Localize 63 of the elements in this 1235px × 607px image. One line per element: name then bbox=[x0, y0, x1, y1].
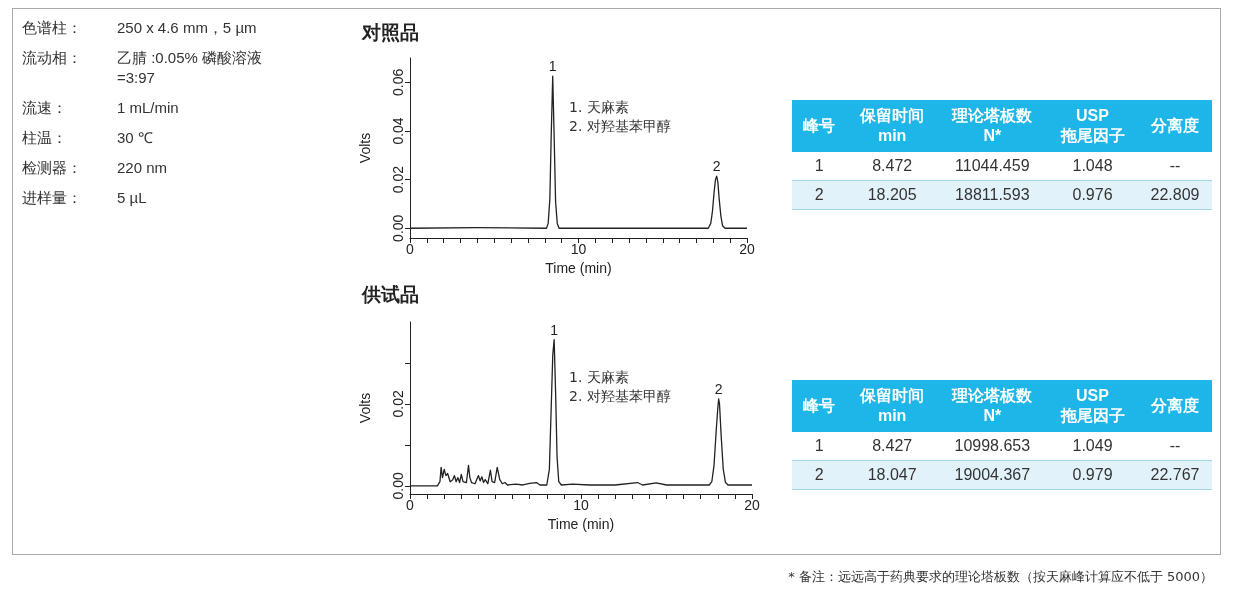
text: 11044.459 bbox=[937, 152, 1047, 181]
text: 2 bbox=[792, 460, 847, 490]
y-tick-label: 0.04 bbox=[390, 117, 406, 145]
y-tick-label: 0.00 bbox=[390, 471, 406, 500]
text: 1.049 bbox=[1046, 432, 1139, 461]
text: 检测器： 220 nm bbox=[22, 159, 168, 177]
chart-title: 供试品 bbox=[361, 282, 419, 305]
y-tick-label: 0.02 bbox=[390, 390, 406, 418]
category-label: USP 拖尾因子 bbox=[1046, 380, 1139, 432]
text: 流速： 1 mL/min bbox=[22, 99, 179, 117]
text: 2 bbox=[792, 180, 847, 210]
x-tick-label: 20 bbox=[739, 241, 755, 257]
text: 1 bbox=[792, 432, 847, 461]
text: 0.976 bbox=[1046, 180, 1139, 210]
text: -- bbox=[1138, 152, 1212, 181]
y-axis-title: Volts bbox=[357, 392, 373, 424]
annotation: 2 bbox=[714, 380, 723, 397]
text: 1.048 bbox=[1046, 152, 1139, 181]
x-tick-label: 10 bbox=[570, 241, 587, 257]
text: 18.047 bbox=[846, 460, 938, 490]
annotation: 1 bbox=[550, 321, 559, 338]
category-label: 理论塔板数 N* bbox=[937, 380, 1047, 432]
text: * 备注：远远高于药典要求的理论塔板数（按天麻峰计算应不低于 5000） bbox=[788, 568, 1213, 586]
x-tick-label: 10 bbox=[573, 497, 589, 513]
annotation: 2. 对羟基苯甲醇 bbox=[569, 388, 671, 404]
text: 22.809 bbox=[1138, 180, 1212, 210]
category-label: 保留时间 min bbox=[846, 100, 938, 152]
category-label: 峰号 bbox=[792, 100, 847, 152]
text: 0.979 bbox=[1046, 460, 1139, 490]
y-tick-label: 0.02 bbox=[390, 165, 406, 194]
text: 10998.653 bbox=[937, 432, 1047, 461]
x-tick-label: 20 bbox=[744, 497, 760, 513]
text: 1 bbox=[792, 152, 847, 181]
text: 18811.593 bbox=[937, 180, 1047, 210]
text: 8.472 bbox=[846, 152, 938, 181]
category-label: USP 拖尾因子 bbox=[1046, 100, 1139, 152]
text: 18.205 bbox=[846, 180, 938, 210]
annotation: 2 bbox=[712, 158, 721, 175]
category-label: 保留时间 min bbox=[846, 380, 938, 432]
text: 进样量： 5 µL bbox=[22, 189, 147, 207]
text: 22.767 bbox=[1138, 460, 1212, 490]
chart-title: 对照品 bbox=[361, 20, 419, 43]
x-axis-title: Time (min) bbox=[545, 259, 612, 276]
x-tick-label: 0 bbox=[406, 497, 415, 513]
text: 色谱柱： 250 x 4.6 mm，5 µm bbox=[22, 19, 257, 37]
y-axis-title: Volts bbox=[357, 132, 373, 164]
text: 柱温： 30 ℃ bbox=[22, 129, 153, 147]
annotation: 2. 对羟基苯甲醇 bbox=[569, 118, 671, 134]
category-label: 理论塔板数 N* bbox=[937, 100, 1047, 152]
text: 8.427 bbox=[846, 432, 938, 461]
y-tick-label: 0.06 bbox=[390, 68, 406, 96]
annotation: 1. 天麻素 bbox=[569, 369, 629, 385]
text: 19004.367 bbox=[937, 460, 1047, 490]
x-axis-title: Time (min) bbox=[547, 515, 615, 532]
text: 流动相： 乙腈 :0.05% 磷酸溶液 =3:97 bbox=[22, 49, 263, 86]
text: -- bbox=[1138, 432, 1212, 461]
category-label: 分离度 bbox=[1138, 100, 1212, 152]
category-label: 峰号 bbox=[792, 380, 847, 432]
y-tick-label: 0.00 bbox=[390, 214, 406, 242]
category-label: 分离度 bbox=[1138, 380, 1212, 432]
x-tick-label: 0 bbox=[406, 241, 415, 257]
annotation: 1 bbox=[548, 58, 557, 75]
annotation: 1. 天麻素 bbox=[569, 99, 629, 115]
